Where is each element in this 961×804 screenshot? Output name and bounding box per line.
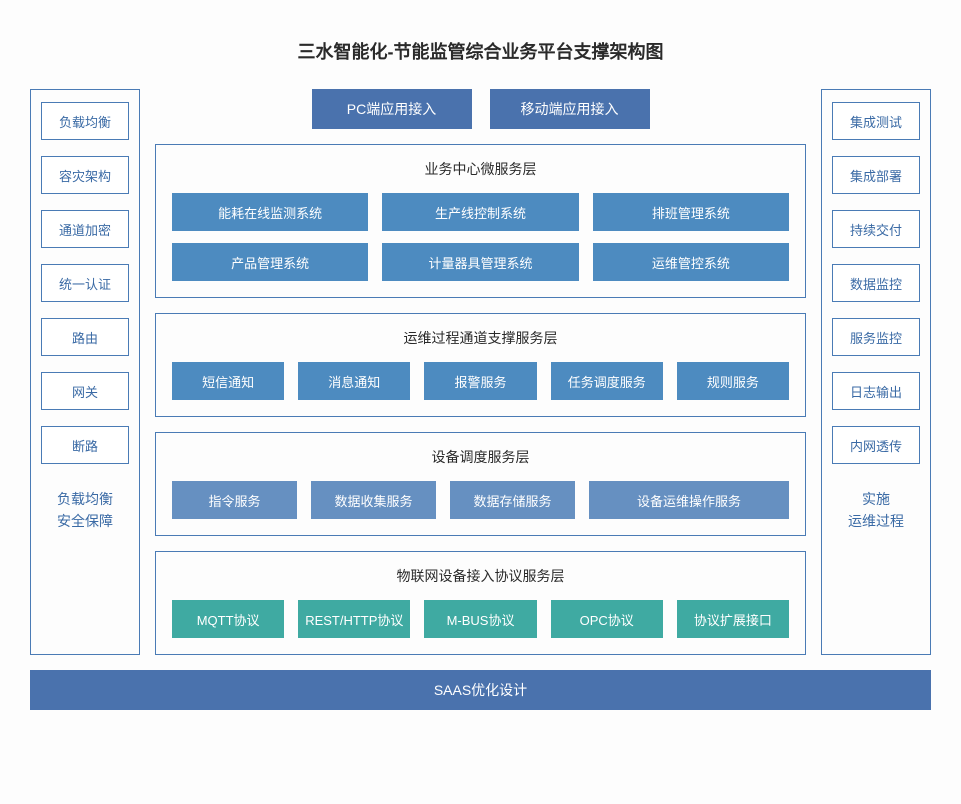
chip-l2r0-2: 数据存储服务	[450, 481, 575, 519]
page-title: 三水智能化-节能监管综合业务平台支撑架构图	[30, 38, 931, 64]
layer1-row0: 短信通知 消息通知 报警服务 任务调度服务 规则服务	[172, 362, 789, 400]
chip-l0r0-1: 生产线控制系统	[382, 193, 578, 231]
left-item-6: 断路	[41, 426, 129, 464]
layer-device-title: 设备调度服务层	[172, 447, 789, 467]
chip-l0r1-2: 运维管控系统	[593, 243, 789, 281]
right-item-5: 日志输出	[832, 372, 920, 410]
chip-l3r0-3: OPC协议	[551, 600, 663, 638]
chip-l1r0-3: 任务调度服务	[551, 362, 663, 400]
chip-l0r0-2: 排班管理系统	[593, 193, 789, 231]
layer-business: 业务中心微服务层 能耗在线监测系统 生产线控制系统 排班管理系统 产品管理系统 …	[155, 144, 806, 298]
chip-l3r0-1: REST/HTTP协议	[298, 600, 410, 638]
top-btn-pc: PC端应用接入	[312, 89, 472, 129]
right-sidebar: 集成测试 集成部署 持续交付 数据监控 服务监控 日志输出 内网透传 实施 运维…	[821, 89, 931, 655]
layer0-row1: 产品管理系统 计量器具管理系统 运维管控系统	[172, 243, 789, 281]
main-row: 负载均衡 容灾架构 通道加密 统一认证 路由 网关 断路 负载均衡 安全保障 P…	[30, 89, 931, 655]
layer-ops-title: 运维过程通道支撑服务层	[172, 328, 789, 348]
left-item-3: 统一认证	[41, 264, 129, 302]
top-btn-mobile: 移动端应用接入	[490, 89, 650, 129]
layer0-row0: 能耗在线监测系统 生产线控制系统 排班管理系统	[172, 193, 789, 231]
chip-l0r0-0: 能耗在线监测系统	[172, 193, 368, 231]
layer-iot-title: 物联网设备接入协议服务层	[172, 566, 789, 586]
chip-l2r0-0: 指令服务	[172, 481, 297, 519]
right-item-4: 服务监控	[832, 318, 920, 356]
left-item-0: 负载均衡	[41, 102, 129, 140]
right-item-1: 集成部署	[832, 156, 920, 194]
left-item-2: 通道加密	[41, 210, 129, 248]
chip-l2r0-1: 数据收集服务	[311, 481, 436, 519]
right-caption: 实施 运维过程	[848, 488, 904, 533]
right-item-0: 集成测试	[832, 102, 920, 140]
chip-l3r0-4: 协议扩展接口	[677, 600, 789, 638]
chip-l1r0-2: 报警服务	[424, 362, 536, 400]
left-caption-1: 负载均衡	[57, 488, 113, 510]
left-item-4: 路由	[41, 318, 129, 356]
chip-l1r0-1: 消息通知	[298, 362, 410, 400]
center-col: PC端应用接入 移动端应用接入 业务中心微服务层 能耗在线监测系统 生产线控制系…	[155, 89, 806, 655]
right-caption-1: 实施	[848, 488, 904, 510]
chip-l1r0-0: 短信通知	[172, 362, 284, 400]
layer3-row0: MQTT协议 REST/HTTP协议 M-BUS协议 OPC协议 协议扩展接口	[172, 600, 789, 638]
layer-iot: 物联网设备接入协议服务层 MQTT协议 REST/HTTP协议 M-BUS协议 …	[155, 551, 806, 655]
chip-l1r0-4: 规则服务	[677, 362, 789, 400]
left-item-1: 容灾架构	[41, 156, 129, 194]
right-item-6: 内网透传	[832, 426, 920, 464]
layer-ops: 运维过程通道支撑服务层 短信通知 消息通知 报警服务 任务调度服务 规则服务	[155, 313, 806, 417]
layer-device: 设备调度服务层 指令服务 数据收集服务 数据存储服务 设备运维操作服务	[155, 432, 806, 536]
chip-l2r0-3: 设备运维操作服务	[589, 481, 789, 519]
right-caption-2: 运维过程	[848, 510, 904, 532]
right-item-2: 持续交付	[832, 210, 920, 248]
top-pair: PC端应用接入 移动端应用接入	[155, 89, 806, 129]
left-caption: 负载均衡 安全保障	[57, 488, 113, 533]
chip-l0r1-1: 计量器具管理系统	[382, 243, 578, 281]
left-sidebar: 负载均衡 容灾架构 通道加密 统一认证 路由 网关 断路 负载均衡 安全保障	[30, 89, 140, 655]
left-item-5: 网关	[41, 372, 129, 410]
chip-l3r0-2: M-BUS协议	[424, 600, 536, 638]
left-caption-2: 安全保障	[57, 510, 113, 532]
footer-bar: SAAS优化设计	[30, 670, 931, 710]
layer-business-title: 业务中心微服务层	[172, 159, 789, 179]
right-item-3: 数据监控	[832, 264, 920, 302]
layer2-row0: 指令服务 数据收集服务 数据存储服务 设备运维操作服务	[172, 481, 789, 519]
chip-l0r1-0: 产品管理系统	[172, 243, 368, 281]
chip-l3r0-0: MQTT协议	[172, 600, 284, 638]
